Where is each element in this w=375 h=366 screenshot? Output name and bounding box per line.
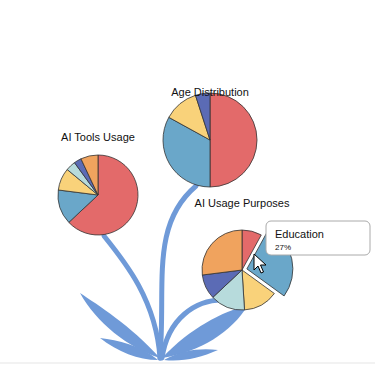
tooltip-label: Education [275,228,324,240]
tooltip-value: 27% [275,243,291,252]
pie-slice[interactable] [58,190,98,222]
pie [58,155,138,235]
pie-slice[interactable] [81,155,98,195]
tooltip: Education 27% [266,221,370,255]
pie-title: AI Usage Purposes [195,197,290,209]
pie [163,93,257,187]
chart-root: AI Tools Usage Age Distribution AI Usage P… [0,0,375,366]
pie-title: AI Tools Usage [61,131,135,143]
pie-title: Age Distribution [171,86,249,98]
pie-slice[interactable] [242,270,274,310]
stem [160,186,196,358]
pie-slice[interactable] [202,230,242,275]
cursor [254,254,266,273]
pie-slice[interactable] [210,93,257,187]
ground [0,363,375,364]
pie-slice[interactable] [195,93,210,140]
tooltip-box [266,221,370,255]
leaf [100,338,158,360]
leaf [164,349,218,360]
